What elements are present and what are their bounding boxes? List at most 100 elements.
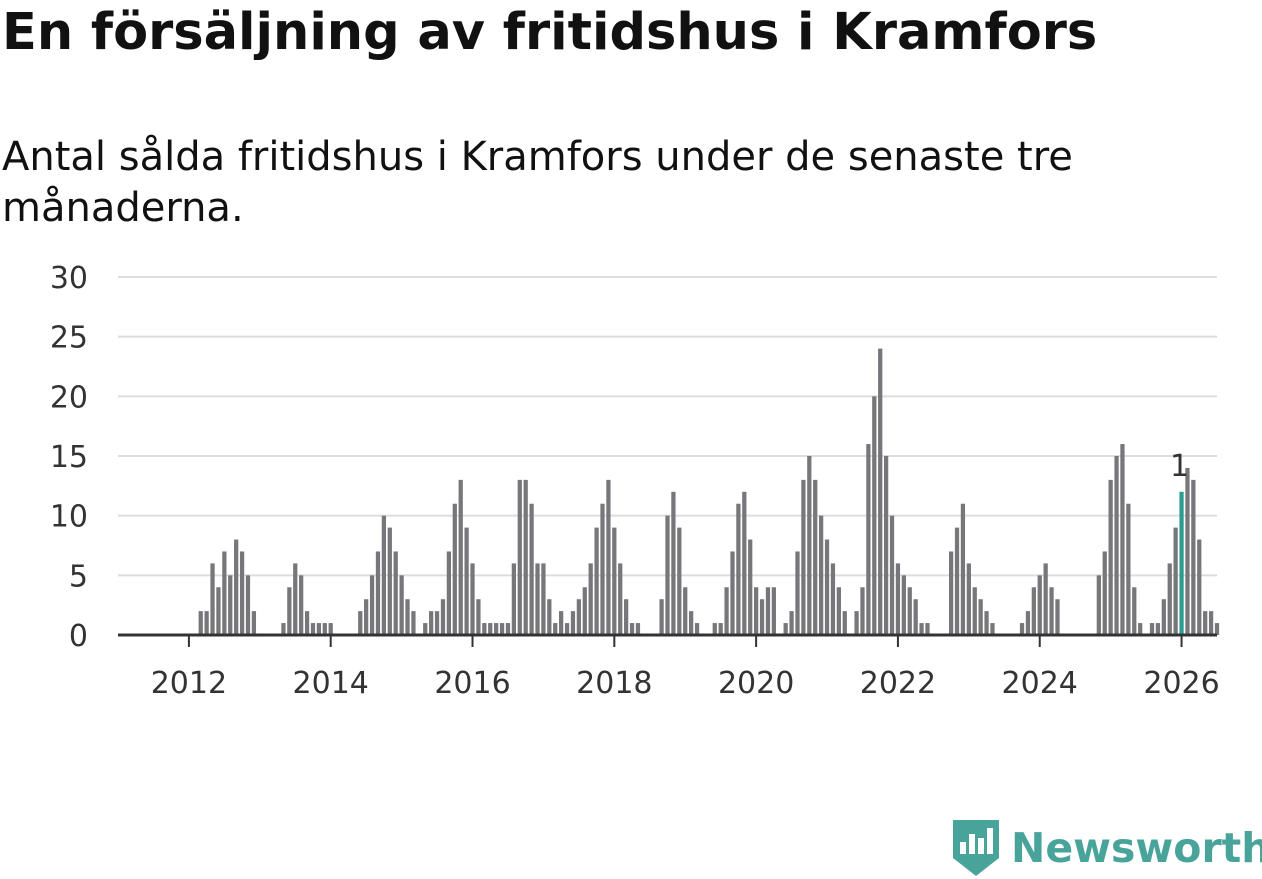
bar xyxy=(665,515,670,635)
bar xyxy=(984,611,989,635)
bar xyxy=(304,611,310,635)
bar xyxy=(854,611,859,635)
bar xyxy=(529,503,534,635)
x-tick-label: 2024 xyxy=(1002,666,1078,701)
bar xyxy=(482,623,487,635)
bar xyxy=(234,539,239,635)
bar xyxy=(718,623,723,635)
bar xyxy=(948,551,954,635)
bar xyxy=(470,563,475,635)
bar xyxy=(724,587,729,635)
bar xyxy=(239,551,245,635)
bar xyxy=(1037,575,1042,635)
bar xyxy=(783,623,788,635)
bar xyxy=(1138,623,1143,635)
bar xyxy=(907,587,912,635)
bar xyxy=(576,599,581,635)
bar xyxy=(1120,444,1125,635)
bar xyxy=(1025,611,1031,635)
chart-title: En försäljning av fritidshus i Kramfors xyxy=(2,3,1098,62)
bar xyxy=(765,587,771,635)
bar xyxy=(960,503,966,635)
bar xyxy=(600,503,605,635)
bar xyxy=(990,623,995,635)
bar xyxy=(446,551,452,635)
y-tick-label: 30 xyxy=(50,261,88,296)
bar xyxy=(429,611,434,635)
data-label: 1 xyxy=(1170,449,1189,484)
y-tick-label: 20 xyxy=(50,380,88,415)
bar xyxy=(694,623,700,635)
bar xyxy=(1149,623,1155,635)
bar xyxy=(712,623,717,635)
y-tick-label: 5 xyxy=(69,559,88,594)
bar-highlight xyxy=(1179,491,1184,635)
bar xyxy=(671,491,676,635)
bar xyxy=(612,527,617,635)
bar xyxy=(198,611,203,635)
bar xyxy=(972,587,977,635)
bar xyxy=(759,599,765,635)
bar xyxy=(966,563,971,635)
bar xyxy=(245,575,251,635)
bar xyxy=(452,503,457,635)
brand-name: Newsworthy xyxy=(1011,823,1262,872)
bar xyxy=(736,503,741,635)
bar xyxy=(689,611,694,635)
x-axis-ticks: 2012 2014 2016 2018 2020 2022 2024 2026 xyxy=(151,635,1220,701)
bar xyxy=(629,623,635,635)
bar xyxy=(364,599,369,635)
bar xyxy=(1043,563,1048,635)
bar xyxy=(807,456,812,635)
gridlines xyxy=(118,276,1217,577)
bar xyxy=(399,575,404,635)
bar xyxy=(978,599,983,635)
bar xyxy=(535,563,540,635)
bar xyxy=(216,587,221,635)
bar xyxy=(594,527,599,635)
bar xyxy=(606,479,611,635)
bar xyxy=(1114,456,1119,635)
bar xyxy=(818,515,824,635)
bar xyxy=(883,456,889,635)
bar xyxy=(293,563,298,635)
bar xyxy=(836,587,841,635)
bar xyxy=(505,623,511,635)
bar xyxy=(1096,575,1101,635)
bar xyxy=(730,551,735,635)
y-axis-ticks: 0 5 10 15 20 25 30 xyxy=(50,261,88,654)
bar xyxy=(1019,623,1025,635)
bar xyxy=(299,575,304,635)
bar xyxy=(635,623,641,635)
x-tick-label: 2018 xyxy=(576,666,652,701)
bar xyxy=(889,515,895,635)
bar xyxy=(316,623,322,635)
bar xyxy=(440,599,446,635)
bar xyxy=(222,551,227,635)
bar xyxy=(553,623,558,635)
x-tick-label: 2026 xyxy=(1143,666,1219,701)
bar xyxy=(1214,623,1220,635)
bar xyxy=(1191,479,1196,635)
bar xyxy=(1208,611,1214,635)
x-tick-label: 2020 xyxy=(718,666,794,701)
bar xyxy=(464,527,469,635)
bar xyxy=(405,599,410,635)
bar xyxy=(925,623,930,635)
bar xyxy=(1203,611,1208,635)
bar xyxy=(919,623,924,635)
bar xyxy=(1108,479,1113,635)
x-tick-label: 2012 xyxy=(151,666,227,701)
bar xyxy=(901,575,906,635)
bar xyxy=(559,611,564,635)
bar xyxy=(423,623,428,635)
y-tick-label: 15 xyxy=(50,440,88,475)
bar xyxy=(1055,599,1060,635)
bar xyxy=(564,623,570,635)
bar xyxy=(387,527,392,635)
bar xyxy=(358,611,363,635)
bar xyxy=(1126,503,1131,635)
bar xyxy=(842,611,847,635)
bar xyxy=(801,479,806,635)
